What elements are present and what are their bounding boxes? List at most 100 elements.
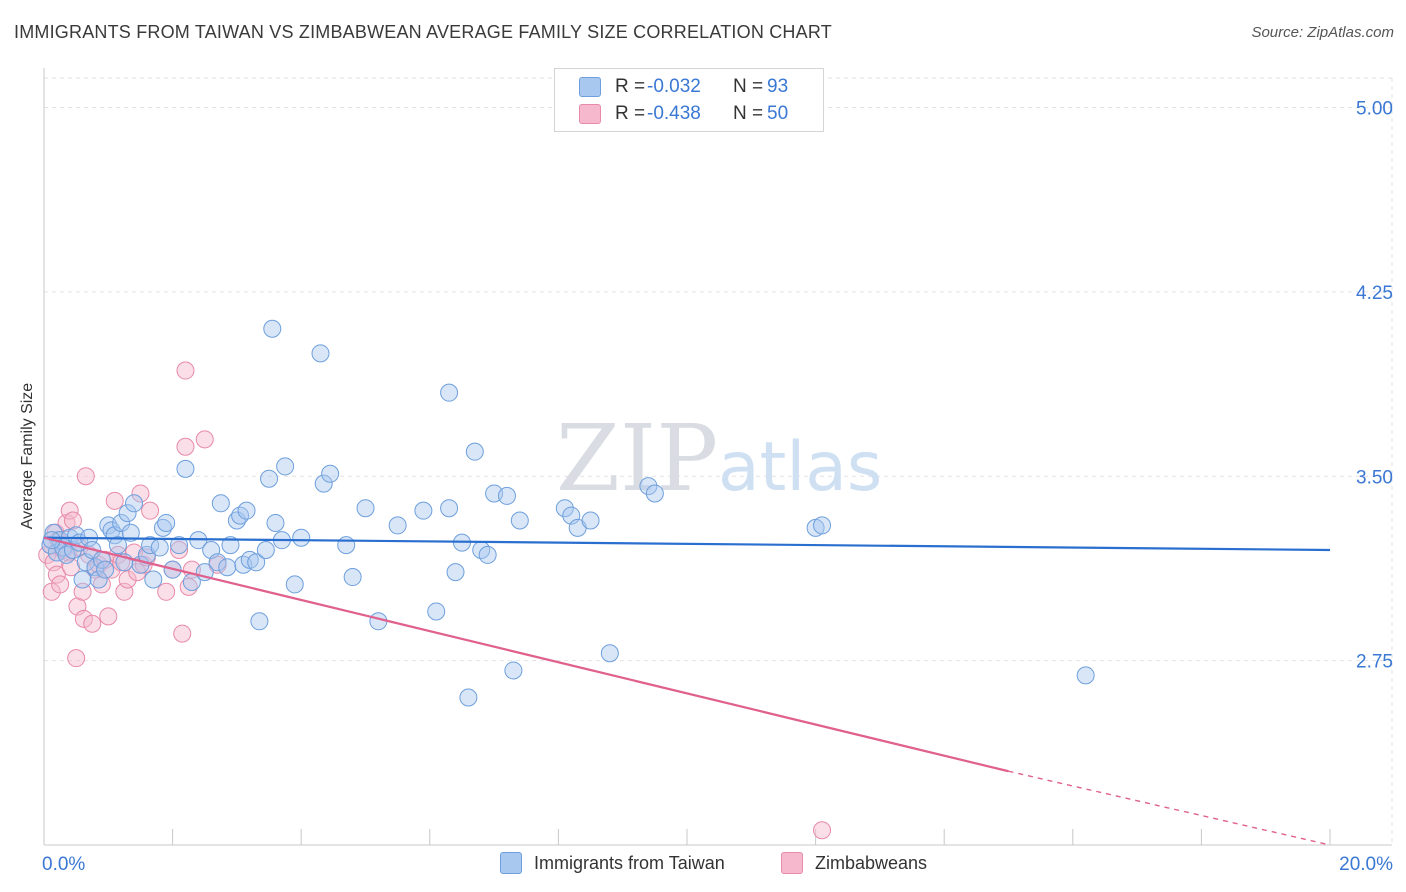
taiwan-point [555,499,574,518]
taiwan-point [314,474,333,493]
taiwan-point [153,518,172,537]
zimbabweans-point [73,582,92,601]
zimbabweans-point [76,467,95,486]
taiwan-point [73,570,92,589]
legend-swatch-zimbabweans [579,104,601,124]
taiwan-point [388,516,407,535]
zimbabweans-point [92,575,111,594]
taiwan-point [581,511,600,530]
legend-row-zimbabweans: R = -0.438 N = 50 [579,102,788,126]
taiwan-point [247,553,266,572]
zimbabweans-point [67,649,86,668]
legend-n-label: N = [733,76,764,97]
taiwan-point [343,568,362,587]
zimbabweans-point [51,575,70,594]
legend-r-label: R = [615,103,646,124]
taiwan-point [108,536,127,555]
zimbabweans-point [118,570,137,589]
bottom-legend-label-taiwan: Immigrants from Taiwan [534,852,725,873]
taiwan-point [645,484,664,503]
taiwan-point [600,644,619,663]
y-tick-label: 2.75 [1356,652,1393,673]
taiwan-point [96,560,115,579]
correlation-legend: R = -0.032 N = 93 R = -0.438 N = 50 [554,68,824,132]
y-tick-label: 4.25 [1356,283,1393,304]
x-tick-label-max: 20.0% [1339,854,1393,875]
taiwan-point [311,344,330,363]
zimbabweans-trend-extension [1008,770,1331,846]
taiwan-point [276,457,295,476]
bottom-legend-zimbabweans: Zimbabweans [781,852,927,874]
bottom-legend-taiwan: Immigrants from Taiwan [500,852,725,874]
trend-lines [43,536,1331,846]
taiwan-point [125,494,144,513]
taiwan-point [150,538,169,557]
taiwan-point [237,501,256,520]
taiwan-point [504,661,523,680]
legend-swatch-taiwan [579,77,601,97]
zimbabweans-point [131,484,150,503]
taiwan-point [813,516,832,535]
zimbabweans-trend-line [43,536,1009,773]
x-tick-label-min: 0.0% [42,854,85,875]
zimbabweans-point [99,607,118,626]
taiwan-point [478,545,497,564]
taiwan-point [285,575,304,594]
taiwan-point [459,688,478,707]
legend-n-value: 50 [767,103,789,124]
watermark-zip: ZIP [556,405,718,512]
taiwan-point [221,536,240,555]
taiwan-point [414,501,433,520]
taiwan-point [497,486,516,505]
taiwan-point [446,563,465,582]
taiwan-point [176,459,195,478]
legend-r-value: -0.032 [647,76,701,97]
taiwan-point [510,511,529,530]
legend-row-taiwan: R = -0.032 N = 93 [579,75,788,99]
legend-n-value: 93 [767,76,789,97]
zimbabweans-point [176,361,195,380]
taiwan-point [227,511,246,530]
taiwan-point [250,612,269,631]
zimbabweans-point [74,609,93,628]
taiwan-points [41,319,1095,707]
taiwan-point [144,570,163,589]
taiwan-point [211,494,230,513]
taiwan-point [263,319,282,338]
zimbabweans-point [60,501,79,520]
taiwan-point [292,528,311,547]
taiwan-point [369,612,388,631]
taiwan-point [157,513,176,532]
taiwan-point [440,499,459,518]
bottom-legend-swatch-zimbabweans [781,852,803,874]
taiwan-point [427,602,446,621]
y-tick-label: 3.50 [1356,467,1393,488]
zimbabweans-point [63,511,82,530]
zimbabweans-point [173,624,192,643]
zimbabweans-point [176,437,195,456]
legend-r-value: -0.438 [647,103,701,124]
taiwan-point [639,477,658,496]
legend-n-label: N = [733,103,764,124]
taiwan-point [321,464,340,483]
taiwan-point [208,553,227,572]
bottom-legend-swatch-taiwan [500,852,522,874]
zimbabweans-point [83,614,102,633]
taiwan-point [356,499,375,518]
taiwan-point [112,513,131,532]
y-tick-label: 5.00 [1356,99,1393,120]
bottom-legend-label-zimbabweans: Zimbabweans [815,852,928,873]
taiwan-point [440,383,459,402]
zimbabweans-point [157,582,176,601]
taiwan-point [170,536,189,555]
taiwan-point [337,536,356,555]
legend-r-label: R = [615,76,646,97]
taiwan-point [118,504,137,523]
zimbabweans-point [141,501,160,520]
zimbabweans-point [170,541,189,559]
zimbabweans-point [195,430,214,449]
taiwan-point [121,523,140,542]
watermark: ZIP atlas [556,405,882,512]
taiwan-point [465,442,484,461]
